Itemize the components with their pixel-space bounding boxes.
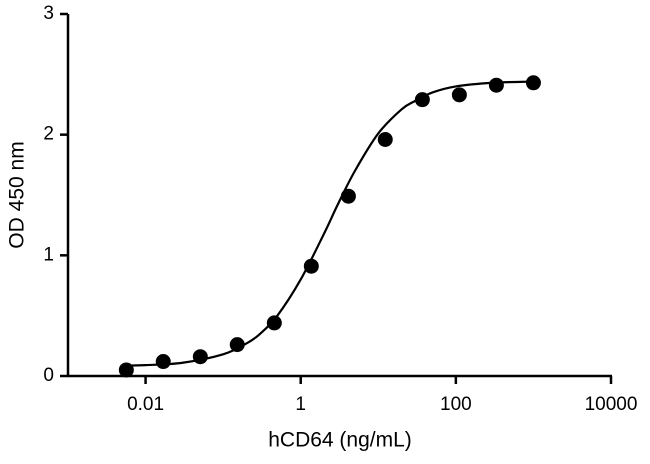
data-point xyxy=(340,188,356,204)
data-point xyxy=(525,75,541,91)
x-axis-title: hCD64 (ng/mL) xyxy=(268,429,412,452)
data-point xyxy=(118,362,134,378)
data-point xyxy=(155,354,171,370)
data-point xyxy=(229,337,245,353)
data-point xyxy=(266,315,282,331)
data-point xyxy=(414,92,430,108)
y-tick-label: 0 xyxy=(43,365,54,386)
data-point xyxy=(192,349,208,365)
data-point xyxy=(303,258,319,274)
data-point xyxy=(488,77,504,93)
y-tick-label: 1 xyxy=(43,244,54,265)
x-tick-label: 10000 xyxy=(585,394,638,415)
y-axis-title: OD 450 nm xyxy=(6,141,29,248)
x-tick-label: 0.01 xyxy=(127,394,164,415)
data-point xyxy=(451,87,467,103)
y-tick-label: 3 xyxy=(43,3,54,24)
y-tick-label: 2 xyxy=(43,124,54,145)
fit-curve xyxy=(122,80,534,367)
x-tick-label: 1 xyxy=(295,394,306,415)
x-tick-label: 100 xyxy=(440,394,472,415)
data-point xyxy=(377,131,393,147)
